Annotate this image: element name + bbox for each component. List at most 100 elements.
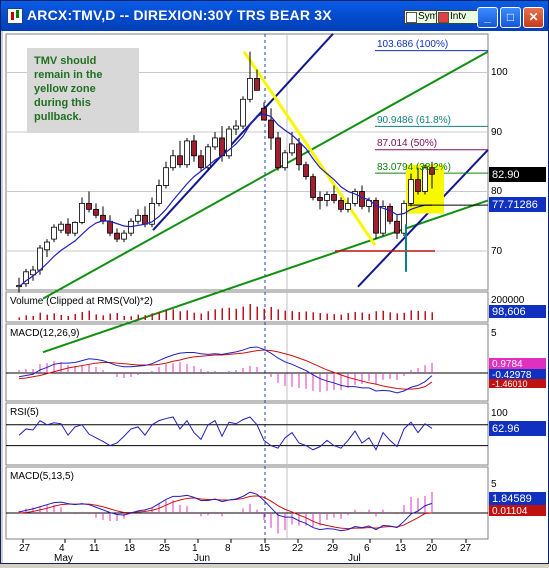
volume-tick: 200000 bbox=[491, 295, 525, 306]
fib-label-100: 103.686 (100%) bbox=[377, 39, 448, 50]
macd2-signal-value: 0.01104 bbox=[492, 506, 528, 517]
candle-body bbox=[177, 155, 183, 166]
candle-body bbox=[79, 202, 85, 223]
blue-trendline-upper bbox=[152, 33, 334, 231]
y-tick-80: 80 bbox=[491, 186, 503, 197]
rsi-panel bbox=[5, 402, 489, 466]
candle-body bbox=[268, 119, 274, 139]
chart-svg: TMV should remain in the yellow zone dur… bbox=[5, 33, 546, 564]
maximize-button[interactable]: □ bbox=[500, 7, 521, 28]
macd2-panel bbox=[5, 466, 489, 540]
x-tick-label: 15 bbox=[259, 543, 271, 554]
volume-bar bbox=[116, 313, 118, 320]
candle-body bbox=[149, 202, 155, 225]
volume-bar bbox=[235, 308, 237, 320]
volume-bar bbox=[277, 309, 279, 320]
x-tick-label: 13 bbox=[395, 543, 407, 554]
x-tick-label: 29 bbox=[327, 543, 339, 554]
volume-bar bbox=[158, 311, 160, 320]
y-tick-100: 100 bbox=[491, 67, 508, 78]
intv-link-checkbox[interactable]: Intv bbox=[436, 10, 483, 24]
volume-title: Volume (Clipped at RMS(Vol)*2) bbox=[10, 296, 153, 307]
candle-body bbox=[156, 185, 162, 204]
volume-bar bbox=[60, 314, 62, 320]
volume-bar bbox=[375, 311, 377, 320]
macd2-tick: 5 bbox=[491, 479, 497, 490]
last-price-badge bbox=[489, 167, 546, 182]
y-tick-70: 70 bbox=[491, 246, 503, 257]
volume-bar bbox=[368, 313, 370, 320]
candle-body bbox=[352, 191, 358, 204]
volume-bar bbox=[151, 313, 153, 320]
volume-bar bbox=[214, 309, 216, 320]
volume-bar bbox=[18, 317, 20, 320]
x-tick-label: 4 bbox=[59, 543, 65, 554]
volume-bar bbox=[333, 314, 335, 320]
volume-bar bbox=[340, 314, 342, 320]
annotation-line-5: pullback. bbox=[34, 111, 82, 123]
volume-bar bbox=[431, 312, 433, 320]
volume-bar bbox=[53, 313, 55, 320]
x-tick-label: 27 bbox=[460, 543, 472, 554]
candle-body bbox=[205, 146, 211, 169]
chart-area[interactable]: TMV should remain in the yellow zone dur… bbox=[3, 31, 548, 564]
candle-body bbox=[107, 220, 113, 234]
rsi-value: 62.96 bbox=[492, 423, 520, 435]
volume-badge bbox=[489, 305, 546, 318]
minimize-button[interactable]: _ bbox=[477, 7, 498, 28]
macd2-signal-badge bbox=[489, 505, 546, 516]
intv-label: Intv bbox=[450, 11, 467, 22]
candle-body bbox=[170, 155, 176, 169]
rsi-title: RSI(5) bbox=[10, 407, 39, 418]
fib-label-618: 90.9486 (61.8%) bbox=[377, 115, 451, 126]
candle-body bbox=[121, 232, 127, 240]
volume-bar bbox=[270, 306, 272, 320]
volume-bar bbox=[186, 310, 188, 320]
volume-bar bbox=[46, 314, 48, 320]
candle-body bbox=[51, 226, 57, 240]
candle-body bbox=[226, 128, 232, 157]
volume-bar bbox=[347, 313, 349, 320]
last-price-value: 82.90 bbox=[492, 169, 520, 181]
candle-body bbox=[380, 205, 386, 234]
candle-body bbox=[23, 271, 29, 285]
ma-badge bbox=[489, 197, 546, 212]
candle-body bbox=[422, 167, 428, 192]
candle-body bbox=[233, 125, 239, 130]
macd1-tick: 5 bbox=[491, 328, 497, 339]
candle-body bbox=[163, 167, 169, 186]
candle-body bbox=[310, 176, 316, 198]
volume-bar bbox=[165, 310, 167, 320]
candle-body bbox=[275, 137, 281, 169]
volume-bar bbox=[123, 316, 125, 320]
candle-body bbox=[37, 247, 43, 271]
volume-bar bbox=[39, 312, 41, 320]
volume-bar bbox=[200, 313, 202, 320]
volume-bar bbox=[207, 311, 209, 320]
candle-body bbox=[247, 78, 253, 100]
volume-bar bbox=[25, 315, 27, 320]
title-bar[interactable]: ARCX:TMV,D -- DIREXION:30Y TRS BEAR 3X S… bbox=[1, 1, 548, 31]
volume-bar bbox=[102, 315, 104, 320]
close-button[interactable]: ✕ bbox=[523, 7, 544, 28]
yellow-trendline bbox=[242, 50, 377, 246]
annotation-line-4: during this bbox=[34, 97, 91, 109]
candle-body bbox=[324, 194, 330, 201]
volume-bar bbox=[403, 312, 405, 320]
volume-bar bbox=[263, 308, 265, 320]
volume-bar bbox=[81, 312, 83, 320]
green-channel-lower bbox=[42, 199, 489, 354]
candle-body bbox=[338, 200, 344, 210]
volume-bar bbox=[193, 312, 195, 320]
macd1-hist-value: 0.9784 bbox=[492, 359, 523, 370]
volume-bar bbox=[291, 311, 293, 320]
candle-body bbox=[394, 220, 400, 234]
volume-value: 98,606 bbox=[492, 306, 526, 318]
annotation-line-2: remain in the bbox=[34, 69, 102, 81]
candle-body bbox=[282, 152, 288, 169]
macd2-title: MACD(5,13,5) bbox=[10, 471, 74, 482]
x-month-label: May bbox=[54, 553, 73, 563]
volume-bar bbox=[305, 311, 307, 320]
macd2-macd-line bbox=[18, 491, 433, 532]
candle-body bbox=[254, 78, 260, 91]
